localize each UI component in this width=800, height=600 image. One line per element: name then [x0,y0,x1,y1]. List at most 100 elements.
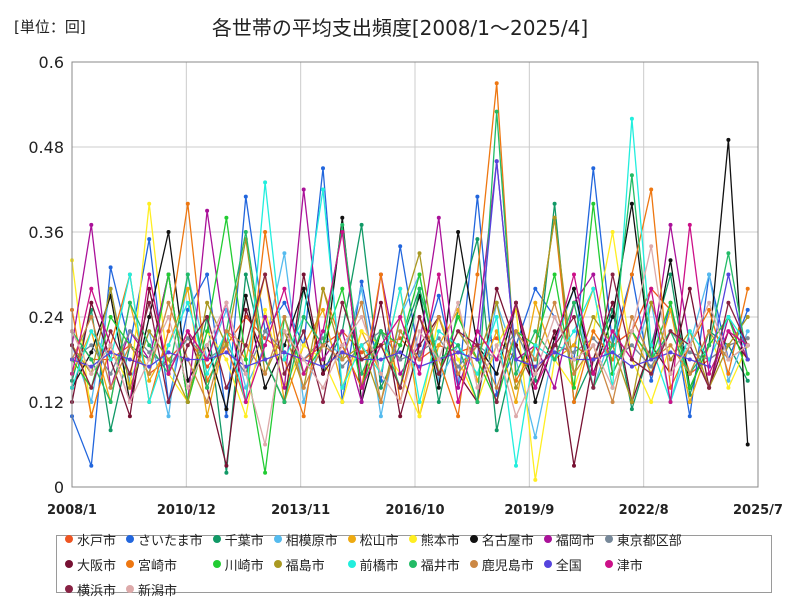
data-point [475,357,480,362]
data-point [359,286,364,291]
series-line [71,203,749,481]
data-point [456,329,461,334]
data-point [494,385,499,390]
legend-label: 川崎市 [224,558,264,574]
data-point [301,286,306,291]
legend-swatch [469,560,478,568]
data-point [147,371,152,376]
data-point [359,343,364,348]
data-point [263,315,268,319]
data-point [494,315,499,319]
data-point [108,286,113,291]
data-point [147,364,152,369]
data-point [552,300,557,305]
data-point [89,463,94,468]
data-point [340,286,345,291]
data-point [533,400,538,404]
data-point [707,272,712,277]
data-point [263,357,268,362]
legend-label: 横浜市 [77,583,117,599]
data-point [726,378,731,383]
data-point [301,343,306,348]
legend-swatch [212,560,221,568]
data-point [147,329,152,334]
y-tick-label: 0.12 [28,393,64,412]
data-point [243,272,248,277]
y-tick-label: 0 [54,478,64,497]
data-point [166,272,171,277]
series-line [71,161,749,368]
legend-label: 前橋市 [359,558,399,574]
data-point [552,315,557,319]
data-point [745,371,750,376]
data-point [147,357,152,362]
data-point [745,307,750,312]
data-point [707,307,712,312]
data-point [436,400,441,404]
series-前橋市 [70,116,750,468]
data-point [243,357,248,362]
data-point [321,371,325,376]
data-point [436,343,441,348]
data-point [205,343,210,348]
data-point [108,265,113,270]
data-point [263,470,268,475]
data-point [591,343,596,348]
data-point [147,350,152,355]
x-axis-ticks: 2008/1 2010/12 2013/11 2016/10 2019/9 2022/8 2… [47,503,783,518]
data-point [726,251,731,256]
data-point [687,357,692,362]
data-point [321,187,325,192]
y-axis-ticks: 0 0.12 0.24 0.36 0.48 0.6 [28,53,64,497]
data-point [359,350,364,355]
data-point [417,371,422,376]
data-point [707,300,712,305]
data-point [552,215,557,220]
data-point [668,258,673,263]
y-tick-label: 0.24 [28,308,64,327]
data-point [475,385,480,390]
data-point [514,385,518,390]
legend-item: 福島市 [273,555,338,574]
data-point [378,371,383,376]
legend-item: さいたま市 [126,530,203,549]
data-point [224,300,229,305]
data-point [417,414,422,419]
data-point [533,343,538,348]
data-point [494,159,499,164]
plot-frame [71,61,759,488]
data-point [282,385,287,390]
data-point [687,414,692,419]
legend-swatch [65,535,73,543]
data-point [282,400,287,404]
data-point [321,364,325,369]
legend-label: 津市 [616,558,643,574]
legend-label: 東京都区部 [616,533,682,549]
data-point [668,222,673,227]
data-point [456,371,461,376]
data-point [398,385,403,390]
data-point [108,343,113,348]
x-tick-label: 2022/8 [619,503,669,518]
data-point [147,378,152,383]
data-point [166,230,171,234]
data-point [340,400,345,404]
data-point [687,222,692,227]
legend-item: 名古屋市 [469,530,534,549]
data-point [340,329,345,334]
data-point [301,272,306,277]
legend-item: 全国 [543,555,595,574]
data-point [224,329,229,334]
data-point [417,329,422,334]
data-point [533,357,538,362]
data-point [572,315,576,319]
x-tick-label: 2025/7 [733,503,783,518]
data-point [378,329,383,334]
data-point [359,400,364,404]
legend-swatch [604,535,613,543]
legend-item: 松山市 [347,530,399,549]
data-point [108,357,113,362]
data-point [378,414,383,419]
legend-label: 福井市 [420,558,460,574]
data-point [591,315,596,319]
